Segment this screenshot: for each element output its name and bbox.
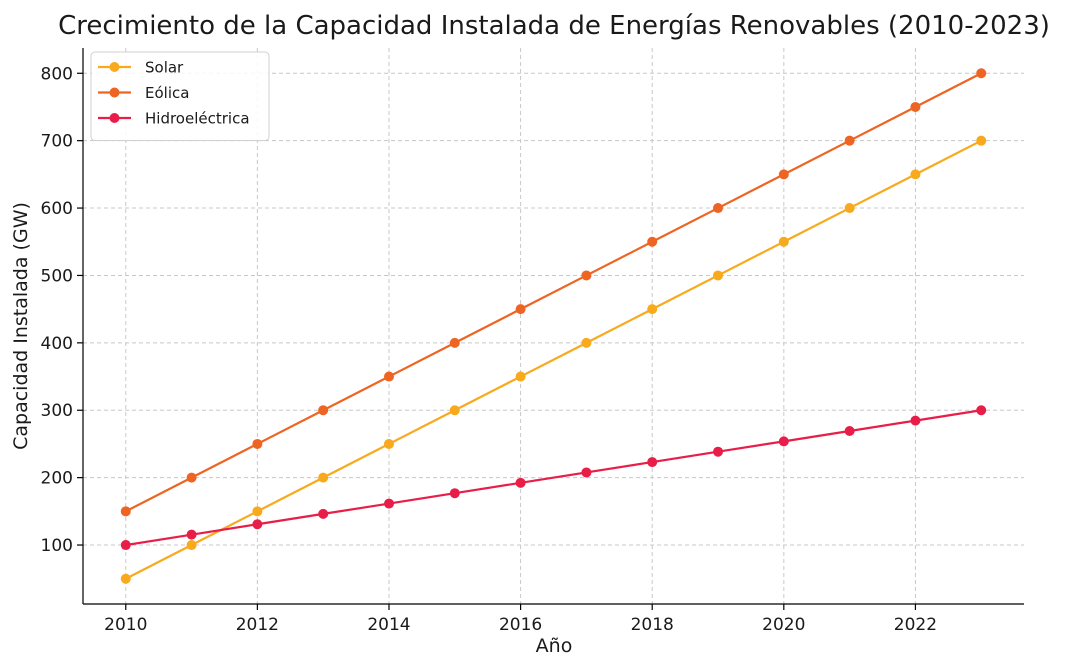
- data-point: [186, 529, 197, 540]
- y-tick-label: 100: [41, 536, 73, 556]
- data-point: [318, 508, 329, 519]
- series-line: [125, 409, 982, 547]
- data-point: [515, 371, 526, 382]
- data-point: [976, 68, 987, 79]
- data-point: [449, 488, 460, 499]
- data-point: [252, 438, 263, 449]
- data-point: [449, 405, 460, 416]
- data-point: [844, 425, 855, 436]
- data-point: [647, 236, 658, 247]
- legend: Solar Eólica Hidroeléctrica: [90, 51, 270, 141]
- data-point: [449, 337, 460, 348]
- series-group: [120, 68, 987, 584]
- y-tick-label: 500: [41, 266, 73, 286]
- data-point: [844, 203, 855, 214]
- data-point: [383, 371, 394, 382]
- x-tick-label: 2010: [104, 615, 147, 635]
- y-tick-label: 600: [41, 199, 73, 219]
- data-point: [120, 506, 131, 517]
- x-tick-label: 2020: [762, 615, 805, 635]
- data-point: [778, 169, 789, 180]
- x-tick-label: 2018: [631, 615, 674, 635]
- data-point: [976, 135, 987, 146]
- data-point: [713, 203, 724, 214]
- data-point: [976, 405, 987, 416]
- data-point: [318, 472, 329, 483]
- data-point: [186, 540, 197, 551]
- legend-item: Hidroeléctrica: [98, 110, 250, 128]
- y-tick-label: 300: [41, 401, 73, 421]
- x-tick-label: 2012: [236, 615, 279, 635]
- legend-swatch-marker: [109, 87, 120, 98]
- legend-item: Solar: [98, 59, 184, 77]
- data-point: [910, 415, 921, 426]
- x-tick-label: 2016: [499, 615, 542, 635]
- data-point: [120, 573, 131, 584]
- data-point: [515, 304, 526, 315]
- data-point: [713, 270, 724, 281]
- data-point: [778, 236, 789, 247]
- y-tick-label: 200: [41, 469, 73, 489]
- y-tick-label: 700: [41, 132, 73, 152]
- y-tick-label: 400: [41, 334, 73, 354]
- legend-swatch-marker: [109, 113, 120, 123]
- data-point: [120, 540, 131, 551]
- legend-item: Eólica: [98, 84, 189, 102]
- data-point: [647, 304, 658, 315]
- data-point: [252, 519, 263, 530]
- grid: [83, 48, 1024, 604]
- data-point: [318, 405, 329, 416]
- legend-label: Hidroeléctrica: [145, 110, 250, 128]
- series-line: [125, 72, 982, 513]
- data-point: [647, 457, 658, 468]
- legend-frame: [90, 51, 270, 141]
- series-line: [125, 139, 982, 580]
- data-point: [844, 135, 855, 146]
- data-point: [186, 472, 197, 483]
- y-axis-label: Capacidad Instalada (GW): [10, 202, 32, 450]
- data-point: [581, 337, 592, 348]
- x-axis-label: Año: [536, 635, 573, 657]
- data-point: [252, 506, 263, 517]
- data-point: [383, 438, 394, 449]
- data-point: [778, 436, 789, 447]
- x-tick-label: 2022: [894, 615, 937, 635]
- chart-title: Crecimiento de la Capacidad Instalada de…: [58, 11, 1050, 41]
- data-point: [713, 446, 724, 457]
- data-point: [910, 101, 921, 112]
- data-point: [581, 270, 592, 281]
- legend-label: Solar: [145, 59, 184, 77]
- series-1: [120, 68, 987, 517]
- x-tick-label: 2014: [367, 615, 410, 635]
- axes: 2010 2012 2014 2016 2018 2020 2022 100 200 300 400…: [41, 48, 1024, 635]
- legend-label: Eólica: [145, 84, 189, 102]
- data-point: [910, 169, 921, 180]
- y-tick-label: 800: [41, 64, 73, 84]
- series-0: [120, 135, 987, 584]
- data-point: [515, 477, 526, 488]
- data-point: [581, 467, 592, 478]
- legend-swatch-marker: [109, 62, 120, 72]
- series-2: [120, 405, 987, 551]
- data-point: [383, 498, 394, 509]
